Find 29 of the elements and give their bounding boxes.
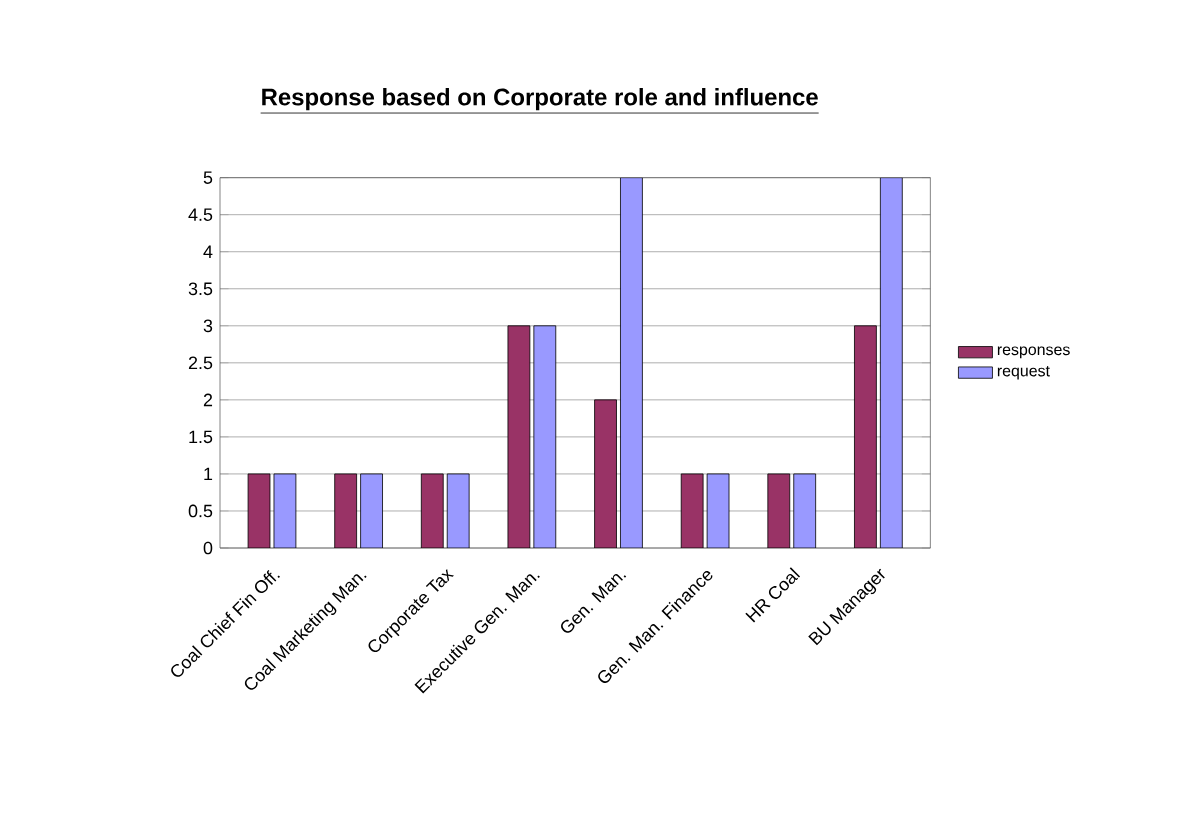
bar bbox=[360, 473, 383, 548]
bar bbox=[620, 177, 643, 548]
legend-label: request bbox=[997, 365, 1050, 380]
bar bbox=[507, 325, 531, 548]
bar bbox=[273, 473, 297, 548]
y-tick-label: 2.5 bbox=[188, 356, 213, 370]
y-tick-label: 0.5 bbox=[188, 504, 213, 518]
bar bbox=[446, 473, 470, 548]
y-tick-label: 0 bbox=[203, 541, 213, 555]
y-tick-label: 3.5 bbox=[188, 282, 213, 296]
x-tick-label: Gen. Man. bbox=[561, 573, 627, 633]
bar bbox=[706, 473, 730, 548]
bar bbox=[767, 473, 791, 548]
bar bbox=[793, 473, 817, 548]
bar bbox=[533, 325, 557, 548]
bar bbox=[594, 399, 617, 548]
y-tick-label: 3 bbox=[203, 319, 213, 333]
chart-title: Response based on Corporate role and influence bbox=[262, 87, 818, 111]
y-tick-label: 1 bbox=[204, 467, 213, 481]
y-tick-label: 5 bbox=[203, 171, 213, 184]
bar bbox=[420, 473, 444, 548]
y-tick-label: 1.5 bbox=[189, 430, 213, 444]
legend-label: responses bbox=[997, 346, 1070, 359]
bar bbox=[334, 473, 358, 548]
bar bbox=[854, 325, 877, 548]
bar bbox=[879, 177, 903, 548]
y-tick-label: 4 bbox=[203, 245, 213, 258]
y-tick-label: 2 bbox=[203, 393, 213, 407]
y-tick-label: 4.5 bbox=[188, 208, 213, 221]
